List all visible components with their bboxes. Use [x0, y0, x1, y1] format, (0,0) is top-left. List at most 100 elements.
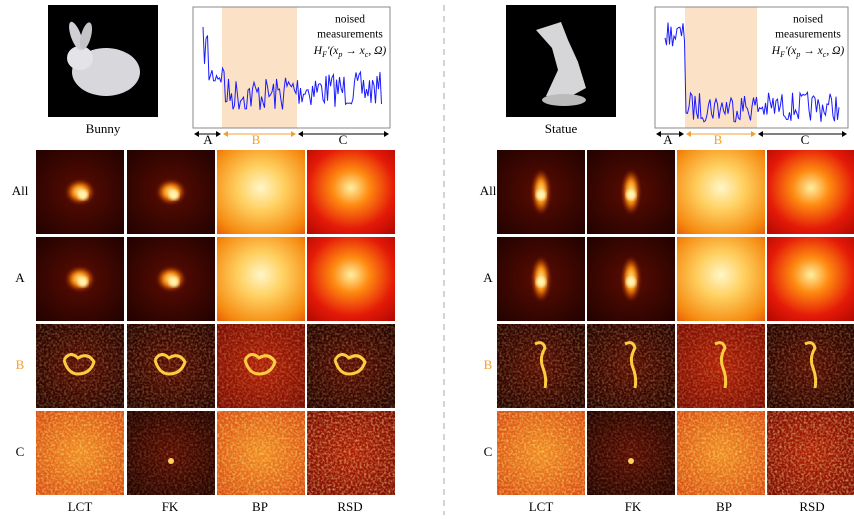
reconstruction-image: [36, 150, 124, 234]
reconstruction-image: [307, 150, 395, 234]
noise: [36, 324, 124, 408]
noise: [127, 411, 215, 495]
reconstruction-image: [767, 150, 854, 234]
plot-formula: HF′(xp → xc, Ω): [771, 45, 845, 60]
row-label: C: [484, 444, 493, 459]
image-bg: [217, 150, 305, 234]
reconstruction-image: [497, 411, 585, 495]
column-label: LCT: [529, 499, 554, 514]
reconstruction-image: [36, 237, 124, 321]
object-speck: [628, 458, 634, 464]
object-core: [78, 277, 88, 287]
plot-formula: HF′(xp → xc, Ω): [313, 45, 387, 60]
reconstruction-image: [36, 324, 124, 408]
reconstruction-image: [497, 150, 585, 234]
object-core: [169, 277, 179, 287]
reconstruction-image: [677, 411, 765, 495]
object-base: [542, 94, 586, 106]
segment-label: B: [714, 132, 723, 147]
segment-label: C: [801, 132, 810, 147]
image-bg: [677, 150, 765, 234]
noise: [587, 411, 675, 495]
plot-annotation: noised: [793, 14, 823, 26]
reconstruction-image: [217, 324, 305, 408]
image-bg: [217, 237, 305, 321]
plot-annotation: measurements: [775, 29, 841, 41]
reconstruction-image: [587, 411, 675, 495]
reconstruction-image: [307, 411, 395, 495]
image-bg: [677, 237, 765, 321]
image-bg: [307, 237, 395, 321]
noise: [217, 411, 305, 495]
reconstruction-image: [217, 237, 305, 321]
column-label: FK: [625, 499, 642, 514]
column-label: BP: [252, 499, 268, 514]
object-core: [626, 190, 636, 200]
reconstruction-image: [767, 324, 854, 408]
plot-annotation: noised: [335, 14, 365, 26]
object-core: [536, 277, 546, 287]
reconstruction-image: [587, 324, 675, 408]
reconstruction-image: [127, 411, 215, 495]
object-speck: [168, 458, 174, 464]
column-label: FK: [162, 499, 179, 514]
highlight-region: [222, 7, 297, 128]
reconstruction-image: [127, 237, 215, 321]
row-label: All: [12, 183, 29, 198]
noise: [36, 411, 124, 495]
noise: [677, 411, 765, 495]
reconstruction-image: [497, 324, 585, 408]
segment-label: A: [663, 132, 673, 147]
row-label: B: [484, 357, 493, 372]
figure: Bunny noised measurements HF′(xp → xc, Ω) A B…: [0, 0, 854, 519]
column-label: BP: [716, 499, 732, 514]
noise: [217, 324, 305, 408]
noise: [127, 324, 215, 408]
reconstruction-image: [587, 150, 675, 234]
row-label: A: [483, 270, 493, 285]
formula-part: , Ω): [826, 45, 844, 57]
reconstruction-image: [127, 150, 215, 234]
object-core: [169, 190, 179, 200]
object-core: [78, 190, 88, 200]
row-label: A: [15, 270, 25, 285]
reconstruction-image: [767, 237, 854, 321]
column-label: RSD: [337, 499, 362, 514]
object-core: [536, 190, 546, 200]
reconstruction-image: [767, 411, 854, 495]
object-name: Statue: [545, 121, 578, 136]
reconstruction-image: [307, 237, 395, 321]
image-bg: [767, 237, 854, 321]
plot-annotation: measurements: [317, 29, 383, 41]
row-label: C: [16, 444, 25, 459]
column-label: RSD: [799, 499, 824, 514]
segment-label: B: [252, 132, 261, 147]
reconstruction-image: [127, 324, 215, 408]
reconstruction-image: [677, 237, 765, 321]
noise: [307, 324, 395, 408]
segment-label: A: [203, 132, 213, 147]
formula-part: , Ω): [368, 45, 386, 57]
object-core: [626, 277, 636, 287]
formula-part: → x: [800, 45, 823, 57]
noise: [767, 324, 854, 408]
noise: [767, 411, 854, 495]
image-bg: [767, 150, 854, 234]
reconstruction-image: [587, 237, 675, 321]
reconstruction-image: [307, 324, 395, 408]
reconstruction-image: [36, 411, 124, 495]
row-label: B: [16, 357, 25, 372]
column-label: LCT: [68, 499, 93, 514]
image-bg: [307, 150, 395, 234]
reconstruction-image: [677, 150, 765, 234]
noise: [307, 411, 395, 495]
reconstruction-image: [677, 324, 765, 408]
object-name: Bunny: [86, 121, 121, 136]
noise: [497, 411, 585, 495]
row-label: All: [480, 183, 497, 198]
formula-part: → x: [342, 45, 365, 57]
reconstruction-image: [217, 411, 305, 495]
reconstruction-image: [217, 150, 305, 234]
segment-label: C: [339, 132, 348, 147]
reconstruction-image: [497, 237, 585, 321]
